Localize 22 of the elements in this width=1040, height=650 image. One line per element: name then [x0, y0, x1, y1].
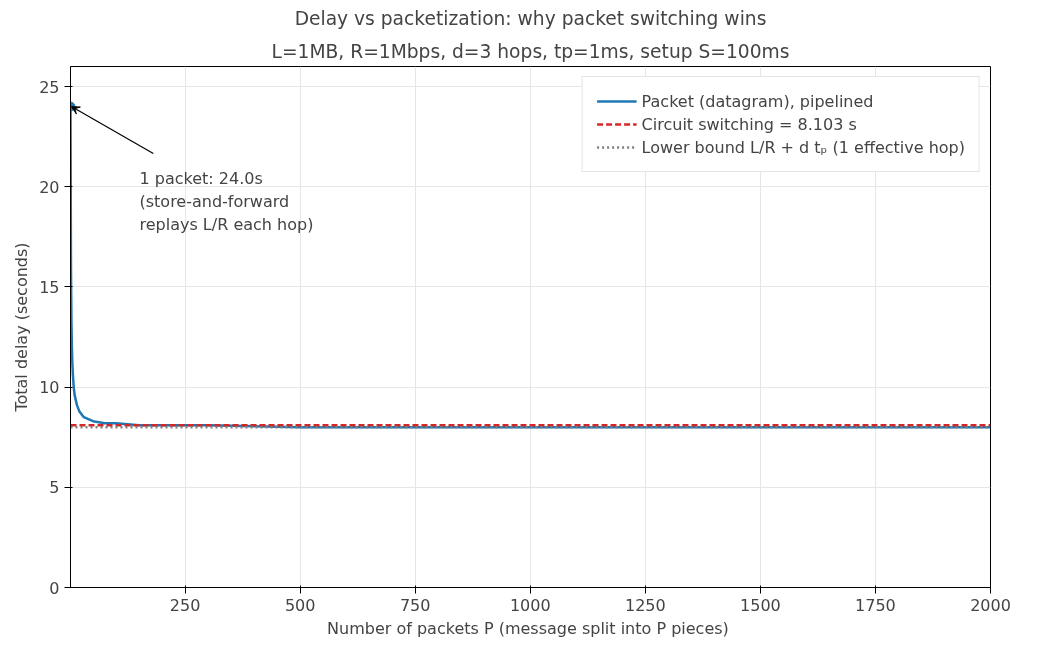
y-axis-title: Total delay (seconds) — [12, 242, 32, 413]
legend-label: Circuit switching = 8.103 s — [641, 114, 857, 134]
x-tick-label: 500 — [284, 595, 316, 615]
y-tick-label: 15 — [39, 277, 60, 297]
y-tick-label: 20 — [39, 177, 60, 197]
x-tick-label: 2000 — [970, 595, 1011, 615]
y-tick-label: 5 — [49, 478, 60, 498]
x-tick-label: 1250 — [624, 595, 666, 615]
x-tick-label: 750 — [399, 595, 431, 615]
y-tick-label: 0 — [49, 578, 60, 598]
chart-subtitle: L=1MB, R=1Mbps, d=3 hops, tp=1ms, setup S=100ms — [271, 40, 790, 62]
x-tick-label: 1500 — [740, 595, 781, 615]
x-tick-label: 1750 — [855, 595, 896, 615]
y-tick-label: 10 — [39, 378, 60, 398]
legend-label: Lower bound L/R + d tₚ (1 effective hop) — [641, 137, 965, 157]
x-tick-label: 250 — [169, 595, 201, 615]
y-tick-label: 25 — [39, 77, 60, 97]
chart-title: Delay vs packetization: why packet switching wins — [294, 7, 767, 29]
x-tick-label: 1000 — [509, 595, 551, 615]
legend-label: Packet (datagram), pipelined — [641, 91, 874, 111]
annotation: 1 packet: 24.0s (store-and-forward replays L/R each hop) — [139, 169, 314, 234]
x-axis-title: Number of packets P (message split into P pieces) — [327, 618, 729, 638]
